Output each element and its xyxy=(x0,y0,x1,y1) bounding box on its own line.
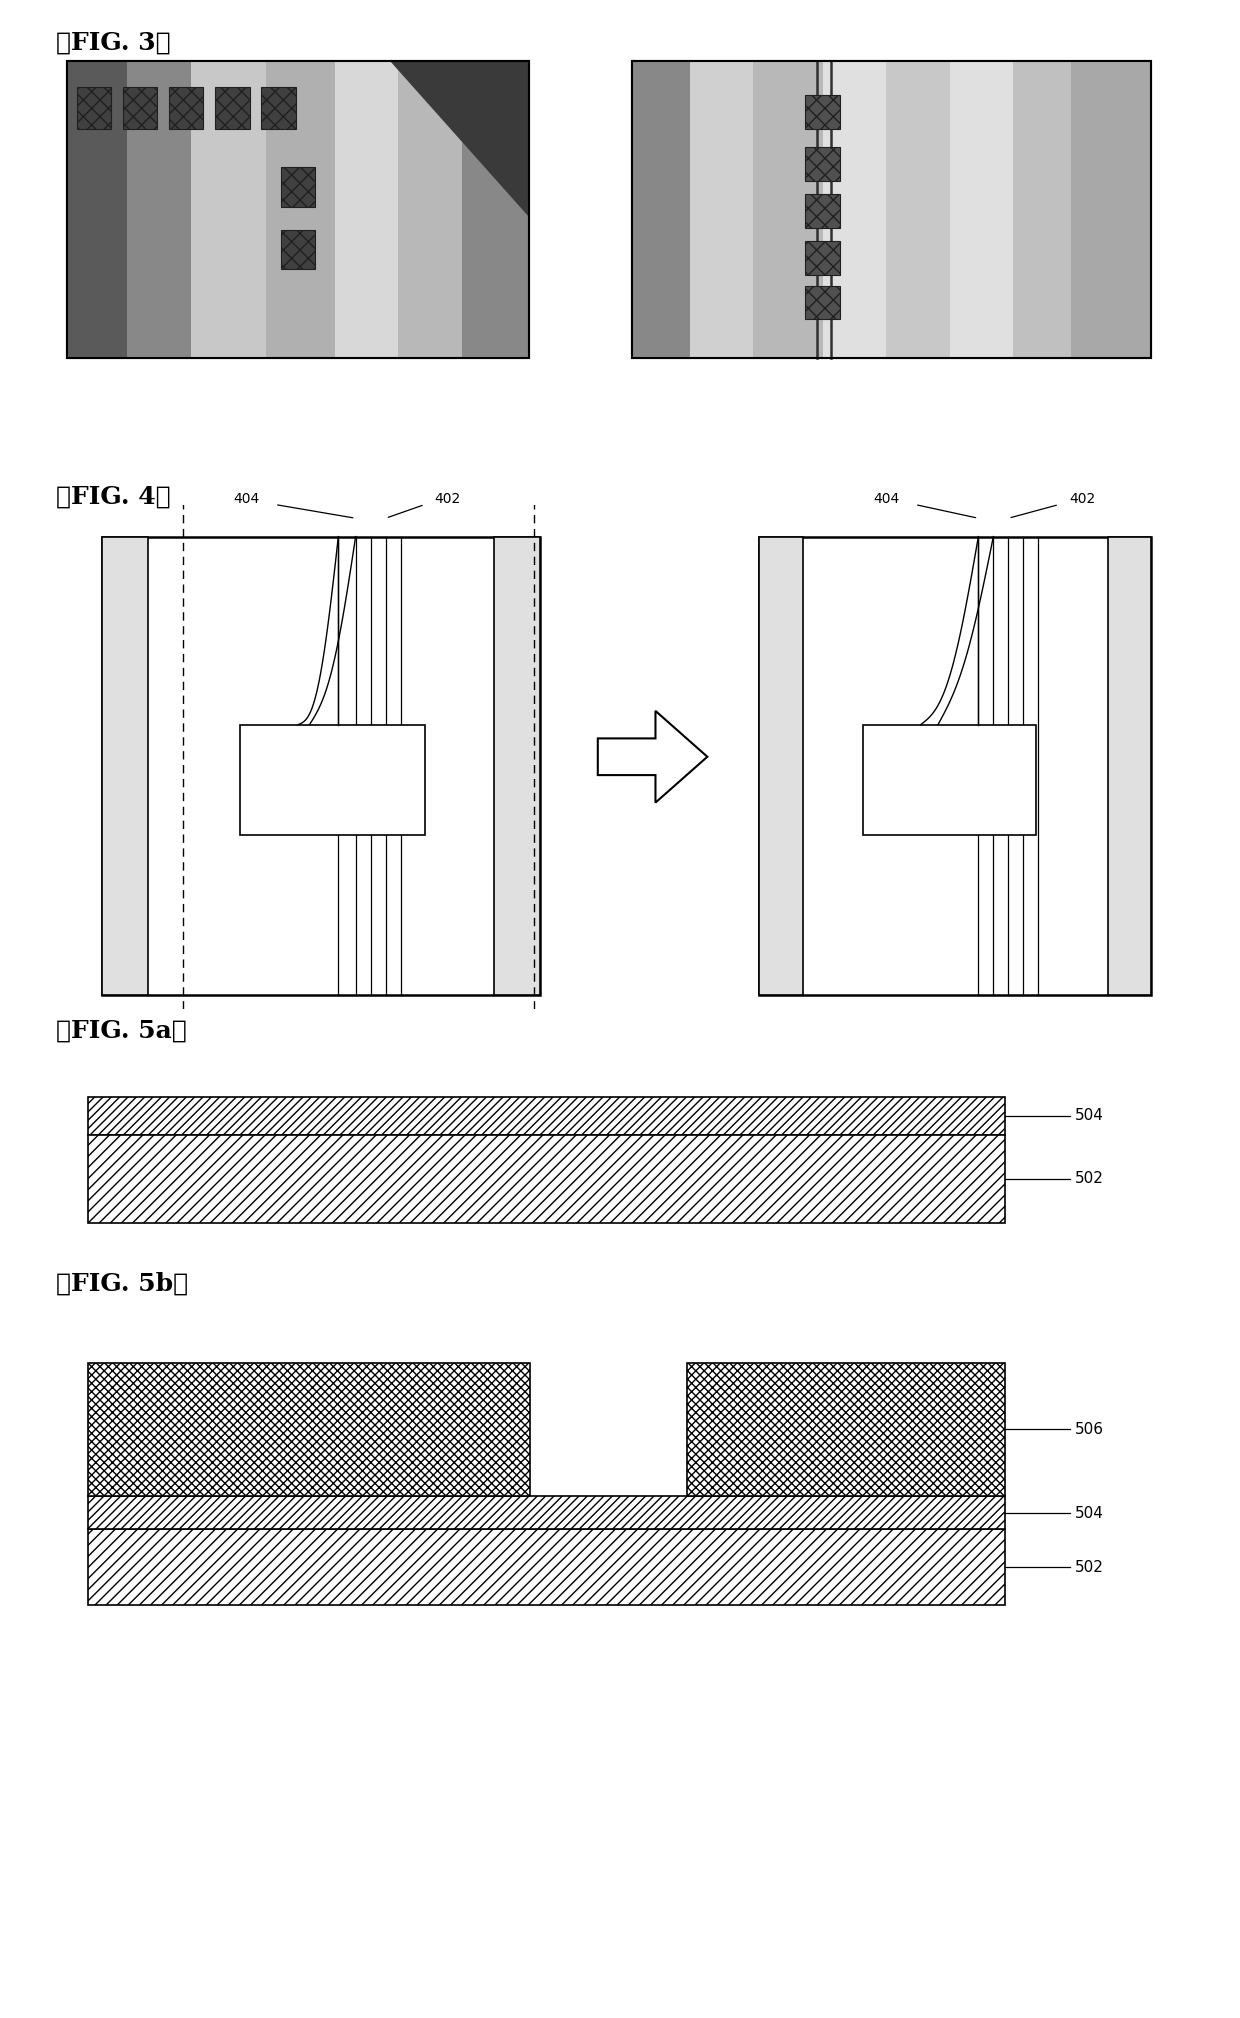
Text: 』FIG. 3』: 』FIG. 3』 xyxy=(56,30,170,54)
Bar xyxy=(754,61,822,357)
Bar xyxy=(215,87,249,129)
Bar xyxy=(241,724,425,835)
Bar xyxy=(265,61,335,357)
Text: 502: 502 xyxy=(1075,1170,1104,1187)
Bar xyxy=(1107,537,1151,995)
Bar xyxy=(822,61,887,357)
Bar xyxy=(77,87,112,129)
Text: 402: 402 xyxy=(1069,492,1095,507)
Bar xyxy=(335,61,398,357)
Bar xyxy=(67,61,128,357)
Bar xyxy=(950,61,1013,357)
Bar xyxy=(88,1530,1006,1606)
Bar xyxy=(88,1098,1006,1134)
Bar xyxy=(863,724,1037,835)
Bar xyxy=(67,61,528,357)
Bar xyxy=(191,61,265,357)
Text: 506: 506 xyxy=(1075,1423,1105,1437)
Bar xyxy=(128,61,191,357)
Bar xyxy=(88,1495,1006,1530)
Bar xyxy=(67,61,528,357)
Polygon shape xyxy=(598,710,707,803)
Bar xyxy=(806,242,839,274)
Bar xyxy=(461,61,528,357)
Bar xyxy=(280,167,315,208)
Bar xyxy=(632,61,1152,357)
Bar xyxy=(806,95,839,129)
Text: 502: 502 xyxy=(1075,1560,1104,1574)
Bar xyxy=(759,537,1152,995)
Bar xyxy=(759,537,804,995)
Bar xyxy=(123,87,157,129)
Text: 』FIG. 5b』: 』FIG. 5b』 xyxy=(56,1271,188,1296)
Bar xyxy=(102,537,541,995)
Text: 402: 402 xyxy=(435,492,461,507)
Text: 』FIG. 5a』: 』FIG. 5a』 xyxy=(56,1019,186,1043)
Bar xyxy=(1013,61,1070,357)
Text: 504: 504 xyxy=(1075,1505,1104,1522)
Text: 』FIG. 4』: 』FIG. 4』 xyxy=(56,484,170,509)
Bar xyxy=(1070,61,1152,357)
Bar xyxy=(632,61,689,357)
Bar xyxy=(88,1362,531,1495)
Bar xyxy=(687,1362,1006,1495)
Polygon shape xyxy=(391,61,528,218)
Bar xyxy=(887,61,950,357)
Bar xyxy=(88,1134,1006,1223)
Text: 504: 504 xyxy=(1075,1108,1104,1124)
Bar xyxy=(280,230,315,270)
Bar xyxy=(169,87,203,129)
Bar xyxy=(494,537,541,995)
Bar xyxy=(806,147,839,182)
Bar xyxy=(806,287,839,319)
Text: 404: 404 xyxy=(873,492,899,507)
Bar xyxy=(689,61,754,357)
Bar xyxy=(806,194,839,228)
Text: 404: 404 xyxy=(233,492,259,507)
Bar xyxy=(398,61,461,357)
Bar xyxy=(262,87,295,129)
Bar xyxy=(102,537,148,995)
Bar xyxy=(632,61,1152,357)
